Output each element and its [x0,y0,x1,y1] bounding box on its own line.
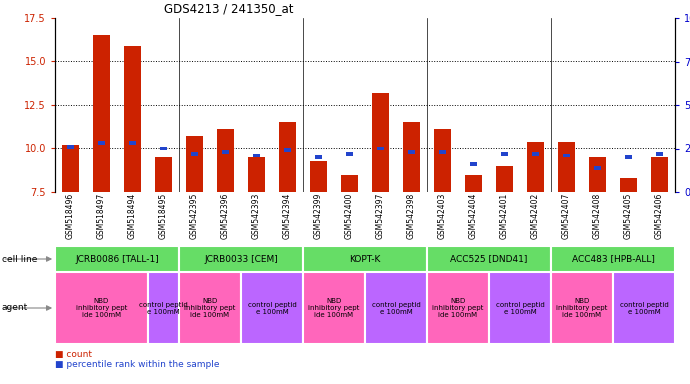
Bar [651,157,668,192]
Bar [440,150,446,154]
Text: NBD
inhibitory pept
ide 100mM: NBD inhibitory pept ide 100mM [76,298,127,318]
Bar [465,175,482,192]
Bar [427,246,551,272]
Text: control peptid
e 100mM: control peptid e 100mM [248,301,297,314]
Text: control peptid
e 100mM: control peptid e 100mM [620,301,669,314]
Bar [155,157,172,192]
Text: GSM518496: GSM518496 [66,193,75,239]
Text: NBD
inhibitory pept
ide 100mM: NBD inhibitory pept ide 100mM [184,298,236,318]
Bar [341,175,358,192]
Bar [625,155,632,159]
Bar [434,129,451,192]
Text: GSM542393: GSM542393 [252,193,261,239]
Bar [613,272,675,344]
Bar [346,152,353,156]
Text: GSM542403: GSM542403 [438,193,447,239]
Bar [248,157,265,192]
Bar [471,162,477,166]
Bar [501,152,508,156]
Bar [620,178,637,192]
Text: GSM542398: GSM542398 [407,193,416,239]
Bar [67,145,74,149]
Text: ACC483 [HPB-ALL]: ACC483 [HPB-ALL] [571,255,654,263]
Bar [55,272,148,344]
Text: GSM542407: GSM542407 [562,193,571,239]
Text: GSM542402: GSM542402 [531,193,540,239]
Bar [148,272,179,344]
Bar [222,150,229,154]
Bar [160,147,167,151]
Bar [427,272,489,344]
Bar [179,272,241,344]
Bar [98,141,105,145]
Bar [93,35,110,192]
Bar [532,152,539,156]
Text: JCRB0086 [TALL-1]: JCRB0086 [TALL-1] [75,255,159,263]
Bar [284,148,290,152]
Bar [589,157,606,192]
Text: control peptid
e 100mM: control peptid e 100mM [372,301,420,314]
Bar [377,147,384,151]
Bar [656,152,662,156]
Text: ■ percentile rank within the sample: ■ percentile rank within the sample [55,360,219,369]
Bar [408,150,415,154]
Text: ACC525 [DND41]: ACC525 [DND41] [451,255,528,263]
Bar [217,129,234,192]
Bar [310,161,327,192]
Text: GSM542394: GSM542394 [283,193,292,239]
Text: GSM542400: GSM542400 [345,193,354,239]
Bar [489,272,551,344]
Text: ■ count: ■ count [55,350,92,359]
Bar [315,155,322,159]
Bar [303,246,427,272]
Text: GSM518495: GSM518495 [159,193,168,239]
Text: GSM542405: GSM542405 [624,193,633,239]
Text: KOPT-K: KOPT-K [349,255,381,263]
Bar [179,246,303,272]
Bar [563,154,570,157]
Text: control peptid
e 100mM: control peptid e 100mM [495,301,544,314]
Text: GSM542396: GSM542396 [221,193,230,239]
Text: GSM542399: GSM542399 [314,193,323,239]
Bar [527,142,544,192]
Text: GSM518494: GSM518494 [128,193,137,239]
Text: control peptid
e 100mM: control peptid e 100mM [139,301,188,314]
Text: GSM542401: GSM542401 [500,193,509,239]
Text: NBD
inhibitory pept
ide 100mM: NBD inhibitory pept ide 100mM [308,298,359,318]
Bar [558,142,575,192]
Bar [191,152,198,156]
Text: GSM542408: GSM542408 [593,193,602,239]
Text: GSM542395: GSM542395 [190,193,199,239]
Text: cell line: cell line [2,255,37,263]
Text: NBD
inhibitory pept
ide 100mM: NBD inhibitory pept ide 100mM [433,298,484,318]
Text: GDS4213 / 241350_at: GDS4213 / 241350_at [164,2,293,15]
Text: agent: agent [2,303,28,313]
Bar [496,166,513,192]
Bar [372,93,389,192]
Bar [241,272,303,344]
Text: GSM518497: GSM518497 [97,193,106,239]
Bar [551,246,675,272]
Text: GSM542397: GSM542397 [376,193,385,239]
Bar [129,141,136,145]
Text: JCRB0033 [CEM]: JCRB0033 [CEM] [204,255,278,263]
Text: GSM542406: GSM542406 [655,193,664,239]
Bar [62,145,79,192]
Text: NBD
inhibitory pept
ide 100mM: NBD inhibitory pept ide 100mM [556,298,608,318]
Bar [124,46,141,192]
Bar [186,136,203,192]
Bar [279,122,296,192]
Bar [594,166,601,170]
Text: GSM542404: GSM542404 [469,193,478,239]
Bar [55,246,179,272]
Bar [365,272,427,344]
Bar [551,272,613,344]
Bar [403,122,420,192]
Bar [303,272,365,344]
Bar [253,154,259,157]
